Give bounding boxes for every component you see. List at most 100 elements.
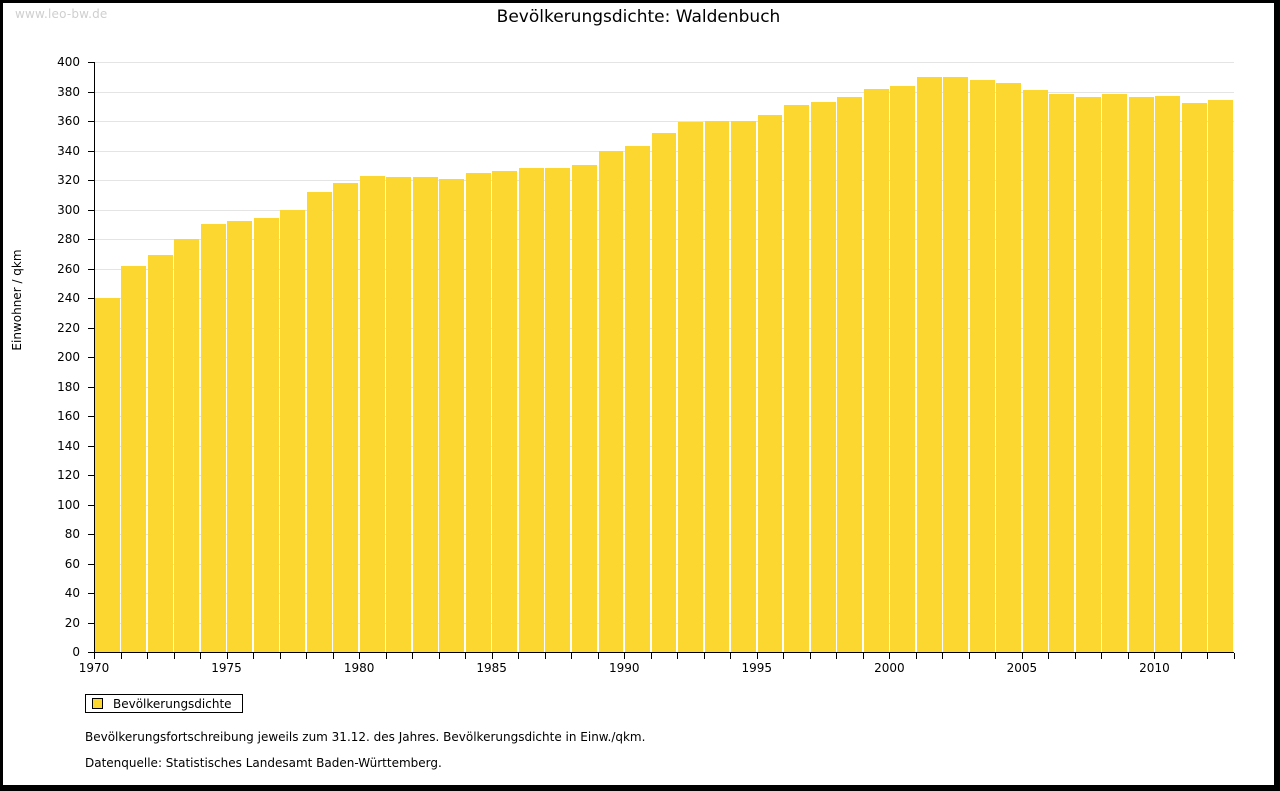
- legend[interactable]: Bevölkerungsdichte: [85, 694, 243, 713]
- y-axis-line: [94, 62, 95, 653]
- legend-swatch-icon: [92, 698, 103, 709]
- x-axis-tick: [491, 653, 493, 659]
- bar: [147, 255, 173, 652]
- footnote-method: Bevölkerungsfortschreibung jeweils zum 3…: [85, 730, 646, 744]
- y-axis-tick: [88, 121, 94, 122]
- y-axis-tick-label: 280: [57, 232, 80, 246]
- x-axis-tick: [677, 653, 679, 659]
- y-axis-tick-label: 180: [57, 379, 80, 394]
- x-axis-tick: [1154, 653, 1156, 659]
- y-axis-tick: [88, 534, 94, 535]
- x-axis-tick: [359, 653, 361, 659]
- bar: [1155, 95, 1181, 652]
- x-axis-tick: [226, 653, 228, 659]
- x-axis-tick: [465, 653, 467, 659]
- x-axis-tick-label: 1970: [78, 661, 110, 675]
- y-axis-tick: [88, 62, 94, 63]
- y-axis-tick-label: 300: [57, 202, 80, 217]
- x-axis-tick: [94, 653, 95, 659]
- x-axis-tick: [836, 653, 838, 659]
- bar: [731, 121, 756, 652]
- y-axis-tick-label: 80: [64, 527, 80, 541]
- bar: [1022, 90, 1048, 652]
- bar: [94, 298, 120, 652]
- bar: [174, 239, 200, 652]
- x-axis-tick: [650, 653, 652, 659]
- bar: [757, 115, 783, 652]
- x-axis-tick-label: 1990: [608, 661, 640, 675]
- bar: [969, 79, 995, 652]
- y-axis-tick: [88, 475, 94, 476]
- x-axis-tick: [1074, 653, 1076, 659]
- bar: [1208, 100, 1234, 652]
- x-axis-tick: [756, 653, 758, 659]
- x-axis-tick-label: 1975: [211, 661, 242, 675]
- x-axis-tick-label: 1995: [741, 661, 773, 675]
- bar: [545, 168, 571, 652]
- y-axis-label: Einwohner / qkm: [10, 249, 24, 351]
- y-axis-tick: [88, 239, 94, 240]
- x-axis-tick: [200, 653, 202, 659]
- y-axis-tick: [88, 327, 94, 329]
- y-axis-tick: [88, 416, 94, 417]
- plot-area: [94, 62, 1234, 652]
- y-axis-tick: [88, 652, 94, 653]
- x-axis-tick: [862, 653, 864, 659]
- bar: [678, 122, 703, 652]
- bar: [598, 150, 624, 652]
- y-axis-tick: [88, 593, 94, 594]
- y-axis-tick-label: 240: [57, 291, 80, 305]
- x-axis-tick: [385, 653, 387, 659]
- x-axis-tick: [571, 653, 573, 659]
- y-axis-tick: [88, 622, 94, 624]
- x-axis-tick: [915, 653, 917, 659]
- x-axis-tick: [544, 653, 546, 659]
- y-axis-tick: [88, 563, 94, 565]
- bar: [200, 224, 226, 652]
- bar: [253, 218, 279, 652]
- x-axis-tick: [703, 653, 705, 659]
- gridline: [94, 121, 1234, 122]
- bar: [996, 82, 1022, 652]
- y-axis-tick: [88, 150, 94, 152]
- x-axis-tick: [1180, 653, 1182, 659]
- legend-label: Bevölkerungsdichte: [113, 696, 232, 711]
- x-axis-tick: [147, 653, 149, 659]
- x-axis-tick: [1021, 653, 1023, 659]
- bar: [412, 177, 438, 652]
- y-axis-tick-label: 20: [64, 615, 80, 630]
- x-axis-tick: [1048, 653, 1050, 659]
- bar: [572, 165, 597, 652]
- bar: [1075, 97, 1101, 652]
- y-axis-tick: [88, 386, 94, 388]
- y-axis-tick: [88, 504, 94, 506]
- x-axis-tick-label: 1980: [343, 661, 375, 675]
- y-axis-tick-label: 40: [64, 586, 80, 600]
- x-axis-tick: [173, 653, 175, 659]
- x-axis-tick: [518, 653, 520, 659]
- bar: [1181, 103, 1207, 652]
- x-axis-tick: [438, 653, 440, 659]
- watermark-text: www.leo-bw.de: [15, 7, 108, 21]
- y-axis-tick: [88, 91, 94, 93]
- y-axis-tick-label: 320: [57, 173, 80, 187]
- x-axis-line: [94, 652, 1234, 653]
- bar: [1049, 94, 1075, 652]
- x-axis-tick: [942, 653, 944, 659]
- bar: [333, 182, 359, 652]
- y-axis-tick-label: 380: [57, 84, 80, 99]
- y-axis-tick-label: 200: [57, 350, 80, 364]
- bar: [492, 171, 518, 652]
- y-axis-tick-label: 100: [57, 497, 80, 512]
- x-axis-tick-label: 2005: [1006, 661, 1038, 675]
- x-axis-tick: [624, 653, 626, 659]
- y-axis-tick: [88, 268, 94, 270]
- bar: [784, 104, 809, 652]
- x-axis-tick: [306, 653, 308, 659]
- bar: [227, 221, 253, 652]
- x-axis-tick: [1207, 653, 1209, 659]
- bar: [890, 85, 916, 652]
- x-axis-tick: [120, 653, 122, 659]
- bar: [1128, 97, 1154, 652]
- y-axis-tick-label: 60: [64, 556, 80, 571]
